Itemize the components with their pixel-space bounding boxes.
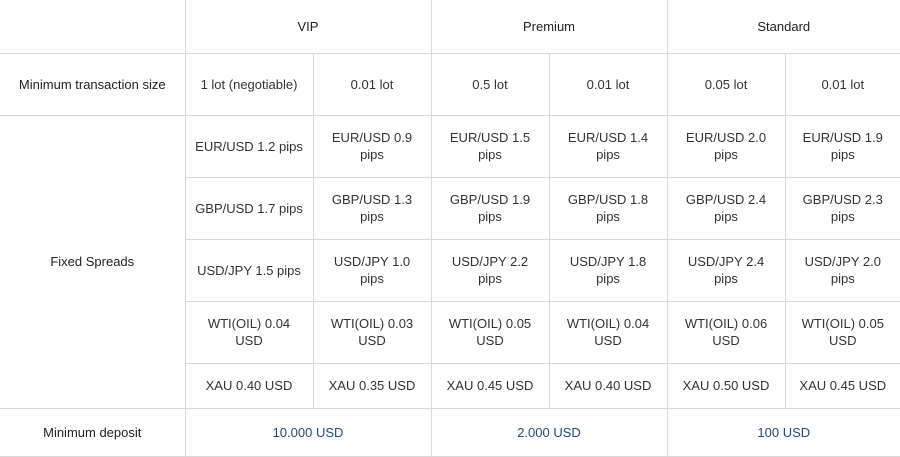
spread-cell: WTI(OIL) 0.06 USD — [666, 300, 786, 364]
spread-cell: GBP/USD 1.9 pips — [430, 176, 550, 240]
spread-cell: WTI(OIL) 0.05 USD — [784, 300, 900, 364]
plan-header-standard: Standard — [666, 0, 900, 54]
spread-cell: USD/JPY 1.8 pips — [548, 238, 668, 302]
min-deposit-premium: 2.000 USD — [430, 407, 668, 457]
spread-cell: GBP/USD 1.7 pips — [185, 176, 314, 240]
spread-cell: GBP/USD 1.8 pips — [548, 176, 668, 240]
spread-row-gbpusd: GBP/USD 1.7 pips GBP/USD 1.3 pips GBP/US… — [0, 176, 900, 240]
header-row: VIP Premium Standard — [0, 0, 900, 54]
min-transaction-vip-1: 1 lot (negotiable) — [184, 52, 314, 116]
spread-row-eurusd: Fixed Spreads EUR/USD 1.2 pips EUR/USD 0… — [0, 114, 900, 409]
spread-cell: GBP/USD 2.3 pips — [784, 176, 900, 240]
min-deposit-row: Minimum deposit 10.000 USD 2.000 USD 100… — [0, 407, 900, 457]
spread-cell: WTI(OIL) 0.03 USD — [312, 300, 432, 364]
spread-cell: GBP/USD 2.4 pips — [666, 176, 786, 240]
plan-header-vip: VIP — [184, 0, 432, 54]
spread-cell: GBP/USD 1.3 pips — [312, 176, 432, 240]
min-transaction-row: Minimum transaction size 1 lot (negotiab… — [0, 52, 900, 116]
spread-cell: EUR/USD 0.9 pips — [312, 114, 432, 178]
spread-cell: USD/JPY 2.4 pips — [666, 238, 786, 302]
spread-cell: XAU 0.50 USD — [666, 362, 786, 409]
corner-cell — [0, 0, 186, 54]
spread-cell: EUR/USD 1.4 pips — [548, 114, 668, 178]
min-transaction-label: Minimum transaction size — [0, 52, 186, 116]
min-deposit-vip: 10.000 USD — [184, 407, 432, 457]
fixed-spreads-label: Fixed Spreads — [0, 114, 186, 409]
plan-header-premium: Premium — [430, 0, 668, 54]
spread-cell: USD/JPY 1.5 pips — [185, 238, 314, 302]
spread-cell: XAU 0.45 USD — [784, 362, 900, 409]
spread-cell: WTI(OIL) 0.05 USD — [430, 300, 550, 364]
spread-cell: WTI(OIL) 0.04 USD — [548, 300, 668, 364]
spread-cell: WTI(OIL) 0.04 USD — [185, 300, 314, 364]
spread-cell: USD/JPY 1.0 pips — [312, 238, 432, 302]
spread-row-xau: XAU 0.40 USD XAU 0.35 USD XAU 0.45 USD X… — [0, 362, 900, 409]
min-transaction-premium-1: 0.5 lot — [430, 52, 550, 116]
spread-cell: EUR/USD 1.9 pips — [784, 114, 900, 178]
min-transaction-standard-2: 0.01 lot — [784, 52, 900, 116]
spread-cell: EUR/USD 2.0 pips — [666, 114, 786, 178]
min-transaction-standard-1: 0.05 lot — [666, 52, 786, 116]
spread-cell: XAU 0.35 USD — [312, 362, 432, 409]
min-transaction-vip-2: 0.01 lot — [312, 52, 432, 116]
spread-cell: XAU 0.45 USD — [430, 362, 550, 409]
spread-cell: USD/JPY 2.0 pips — [784, 238, 900, 302]
spread-row-usdjpy: USD/JPY 1.5 pips USD/JPY 1.0 pips USD/JP… — [0, 238, 900, 302]
min-deposit-standard: 100 USD — [666, 407, 900, 457]
min-transaction-premium-2: 0.01 lot — [548, 52, 668, 116]
spread-cell: USD/JPY 2.2 pips — [430, 238, 550, 302]
spread-cell: XAU 0.40 USD — [185, 362, 314, 409]
spread-cell: EUR/USD 1.2 pips — [184, 114, 314, 178]
spread-cell: EUR/USD 1.5 pips — [430, 114, 550, 178]
min-deposit-label: Minimum deposit — [0, 407, 186, 457]
spread-cell: XAU 0.40 USD — [548, 362, 668, 409]
